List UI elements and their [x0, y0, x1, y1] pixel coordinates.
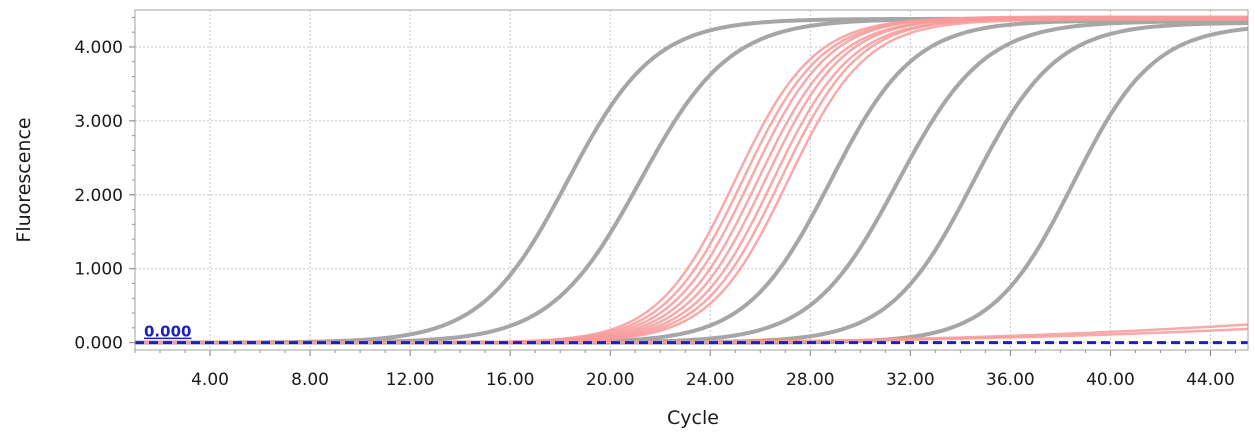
- y-tick-label: 3.000: [74, 112, 123, 132]
- x-tick-label: 32.00: [886, 370, 935, 390]
- x-tick-label: 44.00: [1186, 370, 1235, 390]
- y-axis-label: Fluorescence: [13, 117, 35, 242]
- grid-lines: [135, 10, 1248, 350]
- x-tick-label: 4.00: [191, 370, 229, 390]
- y-tick-label: 0.000: [74, 334, 123, 354]
- plot-border: [134, 9, 1249, 351]
- threshold-label: 0.000: [144, 323, 191, 341]
- x-tick-label: 8.00: [291, 370, 329, 390]
- x-tick-label: 24.00: [686, 370, 735, 390]
- x-axis-label: Cycle: [667, 407, 719, 429]
- x-tick-label: 40.00: [1086, 370, 1135, 390]
- y-tick-label: 1.000: [74, 260, 123, 280]
- x-tick-label: 36.00: [986, 370, 1035, 390]
- y-tick-label: 4.000: [74, 38, 123, 58]
- x-tick-label: 28.00: [786, 370, 835, 390]
- axes: [129, 9, 1249, 356]
- y-tick-label: 2.000: [74, 186, 123, 206]
- x-tick-label: 16.00: [486, 370, 535, 390]
- threshold-layer: 0.000: [135, 323, 1248, 345]
- tick-labels: 4.00 8.00 12.00 16.00 20.00 24.00 28.00 32.00 36…: [74, 38, 1234, 390]
- x-tick-label: 12.00: [386, 370, 435, 390]
- x-tick-label: 20.00: [586, 370, 635, 390]
